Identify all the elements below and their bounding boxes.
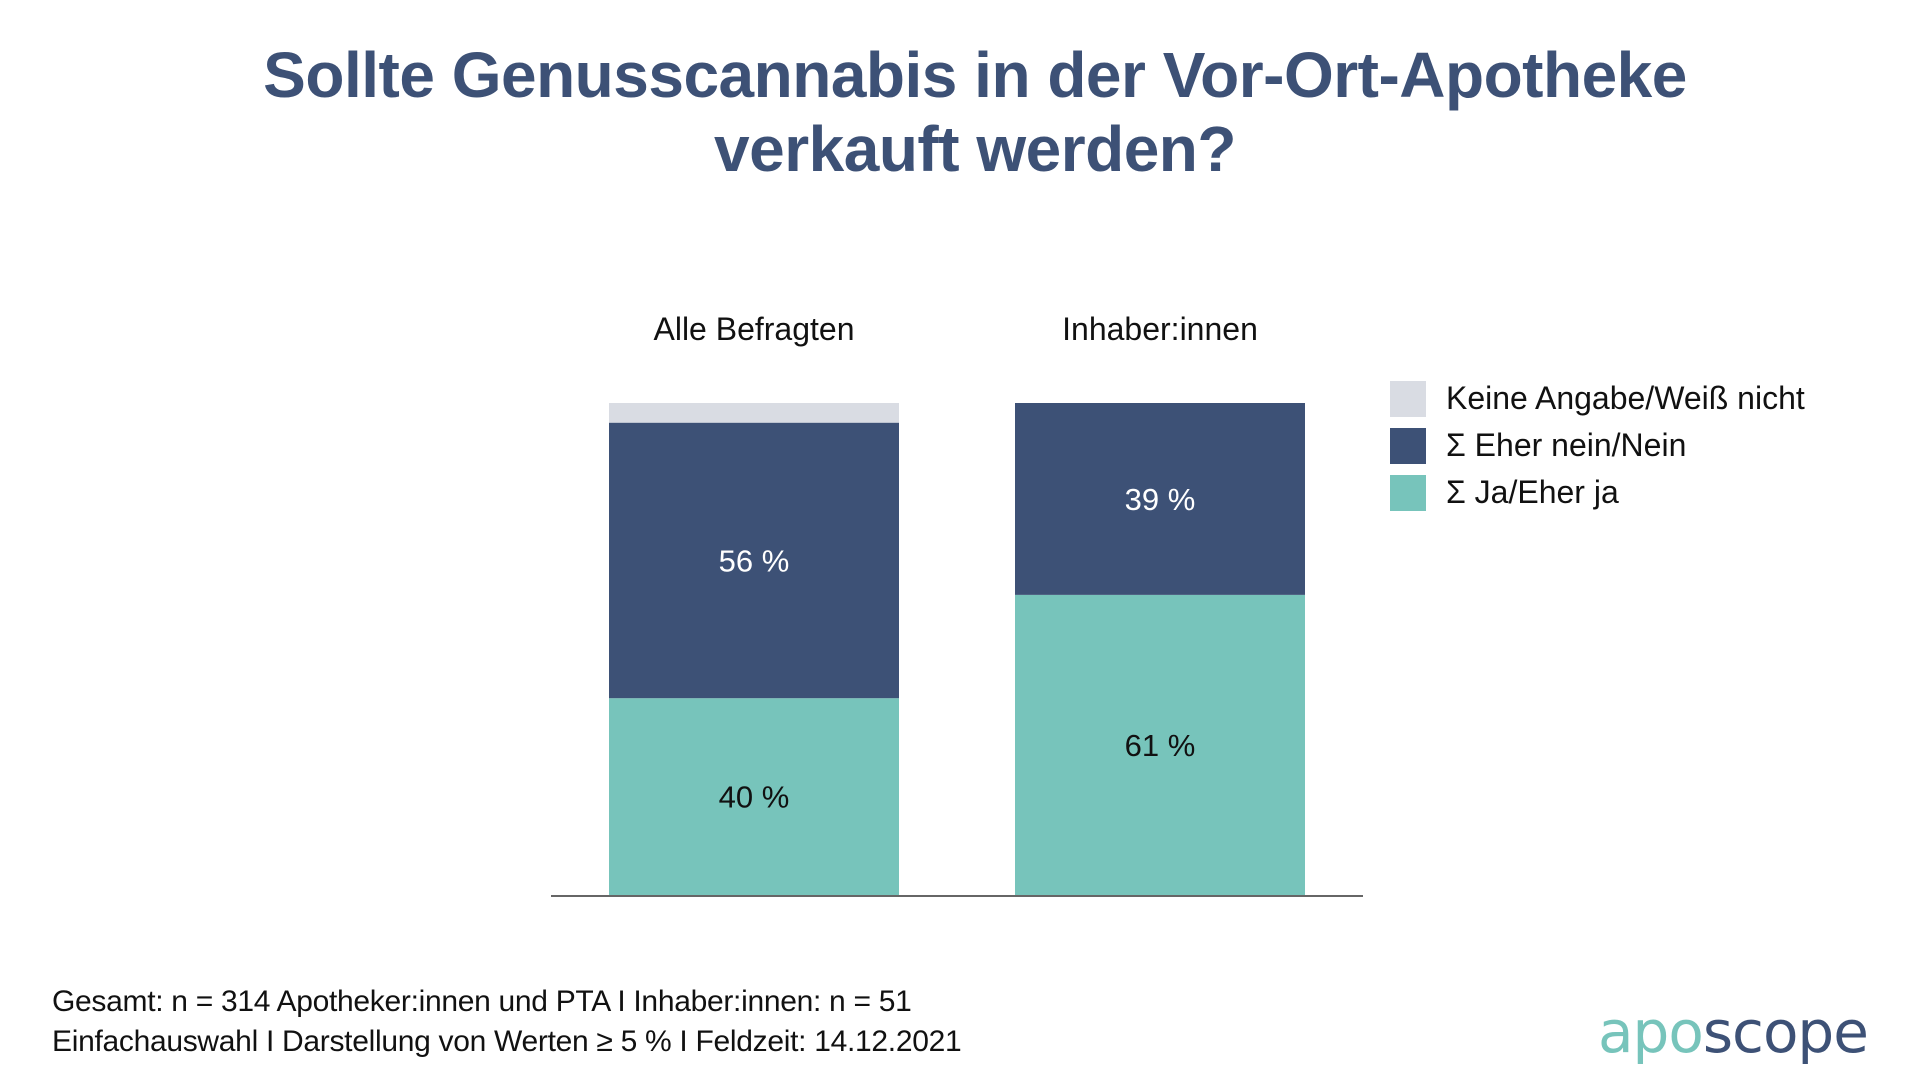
footnote-method: Einfachauswahl I Darstellung von Werten … (52, 1025, 962, 1058)
bar-segment-ja (609, 698, 899, 895)
bar-segment-nein (1015, 403, 1305, 595)
data-label-ja: 40 % (719, 780, 790, 815)
bar-segment-keine_angabe (609, 403, 899, 423)
legend-item-ja: Σ Ja/Eher ja (1390, 469, 1805, 516)
legend-swatch-nein (1390, 427, 1426, 464)
category-label: Alle Befragten (653, 311, 854, 347)
legend-item-nein: Σ Eher nein/Nein (1390, 422, 1805, 469)
aposcope-logo: aposcope (1598, 998, 1869, 1066)
legend-label: Keine Angabe/Weiß nicht (1446, 380, 1805, 416)
bar-group-1: 61 % 39 % Inhaber:innen (1015, 311, 1305, 895)
bar-segment-ja (1015, 594, 1305, 895)
category-label: Inhaber:innen (1062, 311, 1258, 347)
bar-segment-nein (609, 422, 899, 699)
legend-item-keine-angabe: Keine Angabe/Weiß nicht (1390, 375, 1805, 422)
legend: Keine Angabe/Weiß nicht Σ Eher nein/Nein… (1390, 375, 1805, 516)
logo-part-apo: apo (1598, 998, 1704, 1066)
chart-title-line-2: verkauft werden? (714, 113, 1236, 185)
logo-part-scope: scope (1702, 998, 1869, 1066)
chart-title: Sollte Genusscannabis in der Vor-Ort-Apo… (0, 38, 1920, 186)
legend-label: Σ Eher nein/Nein (1446, 427, 1687, 463)
legend-swatch-keine-angabe (1390, 380, 1426, 417)
data-label-ja: 61 % (1125, 728, 1196, 763)
footnote-sample-size: Gesamt: n = 314 Apotheker:innen und PTA … (52, 985, 912, 1018)
chart-title-line-1: Sollte Genusscannabis in der Vor-Ort-Apo… (263, 39, 1687, 111)
data-label-nein: 39 % (1125, 482, 1196, 517)
footnote: Gesamt: n = 314 Apotheker:innen und PTA … (52, 982, 962, 1062)
data-label-nein: 56 % (719, 543, 790, 578)
bar-group-0: 40 % 56 % Alle Befragten (609, 311, 899, 895)
legend-label: Σ Ja/Eher ja (1446, 474, 1619, 510)
legend-swatch-ja (1390, 474, 1426, 511)
